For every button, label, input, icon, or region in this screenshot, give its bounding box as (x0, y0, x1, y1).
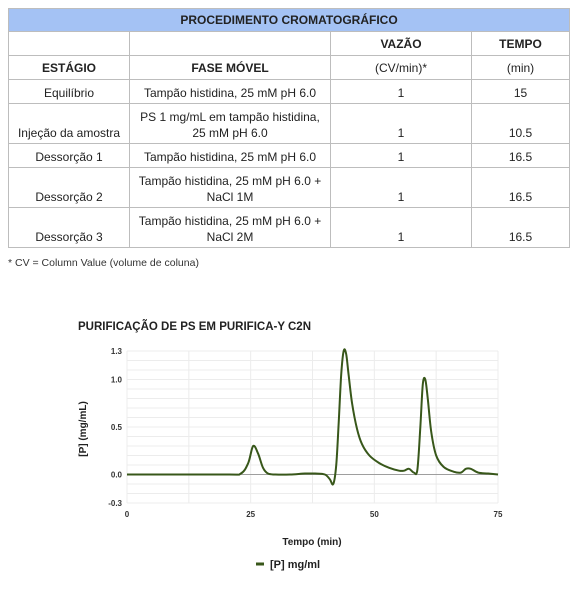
table-row: Injeção da amostra PS 1 mg/mL em tampão … (8, 103, 570, 144)
table-row: Equilíbrio Tampão histidina, 25 mM pH 6.… (8, 79, 570, 104)
cell-flow: 1 (330, 207, 472, 248)
cell-flow: 1 (330, 167, 472, 208)
procedure-table: PROCEDIMENTO CROMATOGRÁFICO VAZÃO TEMPO … (8, 8, 570, 248)
cell-time: 15 (471, 79, 570, 104)
legend-label: [P] mg/ml (270, 559, 320, 571)
header-mobile-phase: FASE MÓVEL (129, 55, 331, 80)
x-tick-labels: 0 25 50 75 (125, 510, 503, 519)
cell-stage: Dessorção 3 (8, 207, 130, 248)
legend: [P] mg/ml (256, 559, 320, 571)
y-tick-label: -0.3 (108, 499, 122, 508)
table-row: Dessorção 3 Tampão histidina, 25 mM pH 6… (8, 207, 570, 248)
y-axis-label: [P] (mg/mL) (78, 401, 89, 457)
cell-stage: Equilíbrio (8, 79, 130, 104)
cell-phase: Tampão histidina, 25 mM pH 6.0 + NaCl 2M (129, 207, 331, 248)
y-tick-label: 1.3 (111, 347, 123, 356)
y-tick-label: 0.5 (111, 423, 123, 432)
cell-time: 10.5 (471, 103, 570, 144)
cell-phase: Tampão histidina, 25 mM pH 6.0 + NaCl 1M (129, 167, 331, 208)
chart-grid (126, 350, 499, 504)
table-row: Dessorção 2 Tampão histidina, 25 mM pH 6… (8, 167, 570, 208)
x-tick-label: 0 (125, 510, 130, 519)
cell-stage: Dessorção 2 (8, 167, 130, 208)
footnote: * CV = Column Value (volume de coluna) (8, 257, 199, 269)
cell-flow: 1 (330, 103, 472, 144)
chart-title: PURIFICAÇÃO DE PS EM PURIFICA-Y C2N (78, 321, 312, 333)
series-line (126, 348, 499, 486)
cell-phase: PS 1 mg/mL em tampão histidina, 25 mM pH… (129, 103, 331, 144)
cell-phase: Tampão histidina, 25 mM pH 6.0 (129, 79, 331, 104)
x-tick-label: 75 (494, 510, 503, 519)
x-axis-label: Tempo (min) (282, 537, 341, 548)
cell-flow: 1 (330, 79, 472, 104)
x-tick-label: 50 (370, 510, 379, 519)
cell-time: 16.5 (471, 207, 570, 248)
table-title: PROCEDIMENTO CROMATOGRÁFICO (8, 8, 570, 32)
x-tick-label: 25 (246, 510, 255, 519)
y-tick-labels: 1.3 1.0 0.5 0.0 -0.3 (108, 347, 122, 508)
y-tick-label: 0.0 (111, 471, 123, 480)
cell-time: 16.5 (471, 143, 570, 168)
table-row: Dessorção 1 Tampão histidina, 25 mM pH 6… (8, 143, 570, 168)
cell-stage: Injeção da amostra (8, 103, 130, 144)
header-time-bottom: (min) (471, 55, 570, 80)
header-flow-top: VAZÃO (330, 31, 472, 56)
y-tick-label: 1.0 (111, 376, 123, 385)
cell-time: 16.5 (471, 167, 570, 208)
